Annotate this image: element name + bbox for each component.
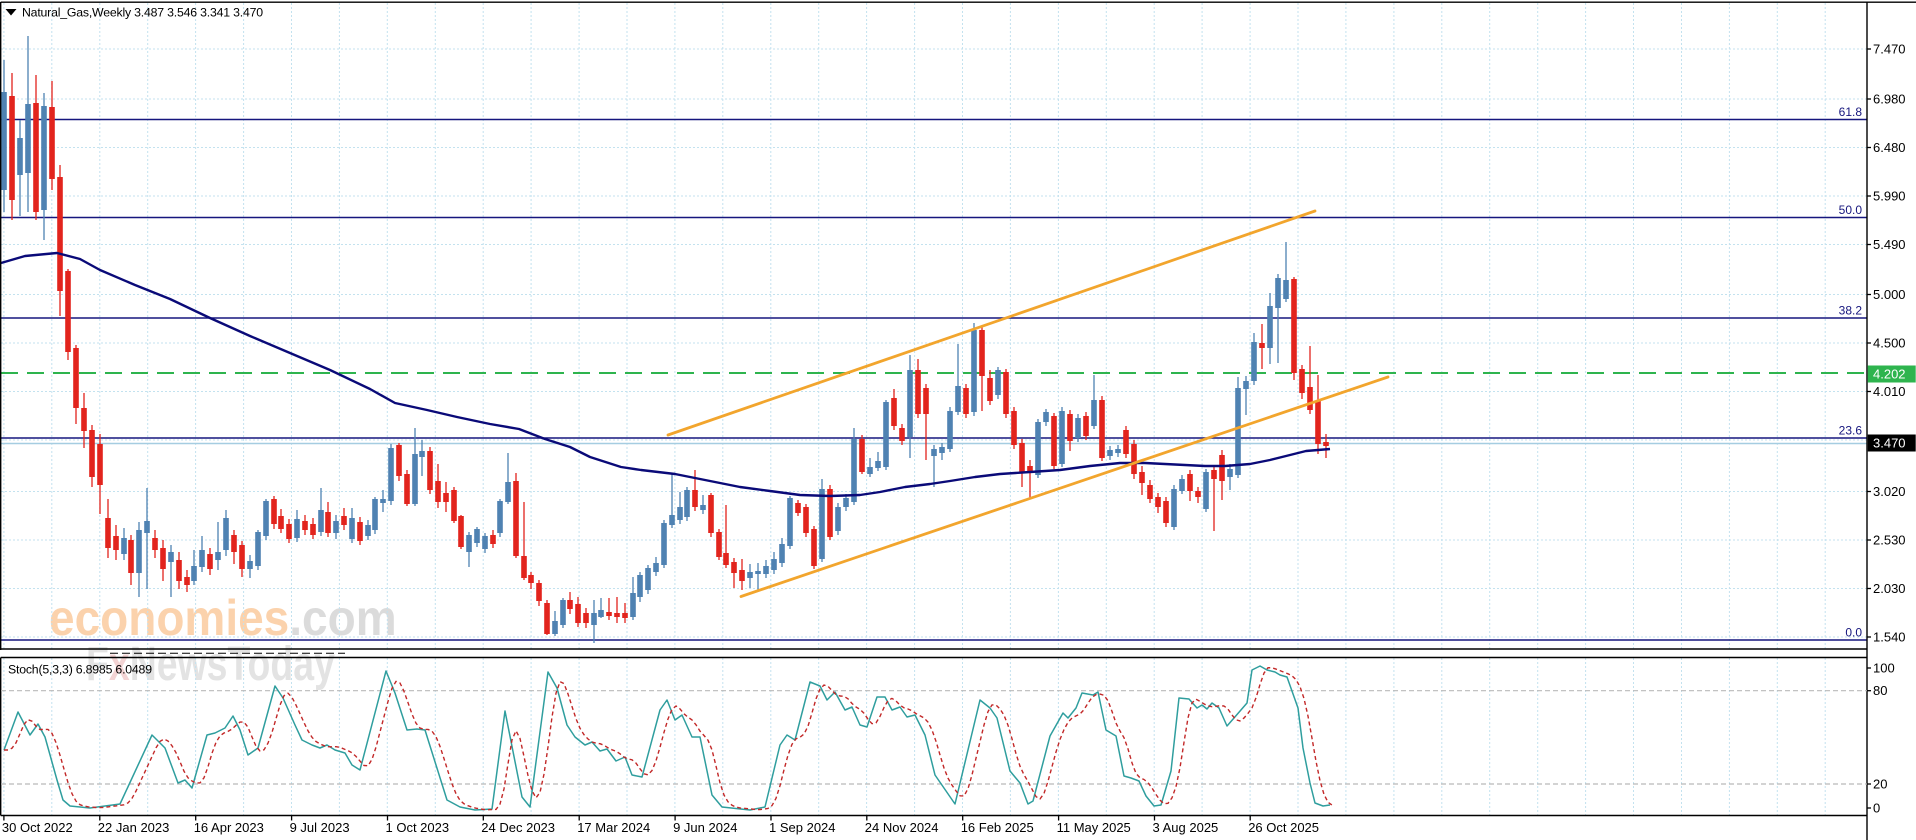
svg-text:24 Dec 2023: 24 Dec 2023 [481,820,555,835]
svg-text:1 Sep 2024: 1 Sep 2024 [769,820,836,835]
svg-text:Stoch(5,3,3) 6.8985 6.0489: Stoch(5,3,3) 6.8985 6.0489 [8,663,152,677]
svg-text:4.500: 4.500 [1873,336,1906,351]
svg-text:9 Jul 2023: 9 Jul 2023 [290,820,350,835]
svg-text:24 Nov 2024: 24 Nov 2024 [865,820,939,835]
svg-text:1.540: 1.540 [1873,630,1906,645]
svg-text:11 May 2025: 11 May 2025 [1057,820,1131,835]
svg-text:9 Jun 2024: 9 Jun 2024 [673,820,737,835]
svg-text:1 Oct 2023: 1 Oct 2023 [386,820,450,835]
svg-text:3 Aug 2025: 3 Aug 2025 [1153,820,1219,835]
svg-text:5.490: 5.490 [1873,237,1906,252]
svg-text:16 Apr 2023: 16 Apr 2023 [194,820,264,835]
svg-text:17 Mar 2024: 17 Mar 2024 [577,820,650,835]
svg-text:FxNewsToday: FxNewsToday [86,638,335,692]
svg-text:0: 0 [1873,801,1880,816]
svg-text:61.8: 61.8 [1839,105,1863,119]
svg-text:3.470: 3.470 [1873,436,1906,451]
svg-text:2.030: 2.030 [1873,581,1906,596]
svg-text:50.0: 50.0 [1839,203,1863,217]
svg-text:23.6: 23.6 [1839,424,1863,438]
svg-text:80: 80 [1873,683,1887,698]
svg-text:38.2: 38.2 [1839,304,1863,318]
svg-text:0.0: 0.0 [1845,626,1862,640]
svg-text:100: 100 [1873,661,1895,676]
svg-text:3.020: 3.020 [1873,484,1906,499]
svg-text:20: 20 [1873,777,1887,792]
svg-text:7.470: 7.470 [1873,42,1906,57]
svg-text:26 Oct 2025: 26 Oct 2025 [1248,820,1319,835]
svg-text:6.480: 6.480 [1873,140,1906,155]
svg-text:6.980: 6.980 [1873,92,1906,107]
svg-text:Natural_Gas,Weekly 3.487 3.54: Natural_Gas,Weekly 3.487 3.546 3.341 3.4… [22,6,263,20]
svg-text:5.000: 5.000 [1873,287,1906,302]
svg-text:2.530: 2.530 [1873,533,1906,548]
svg-text:22 Jan 2023: 22 Jan 2023 [98,820,170,835]
svg-text:4.010: 4.010 [1873,384,1906,399]
svg-text:4.202: 4.202 [1873,367,1906,382]
svg-text:5.990: 5.990 [1873,189,1906,204]
svg-text:30 Oct 2022: 30 Oct 2022 [2,820,73,835]
svg-text:16 Feb 2025: 16 Feb 2025 [961,820,1034,835]
